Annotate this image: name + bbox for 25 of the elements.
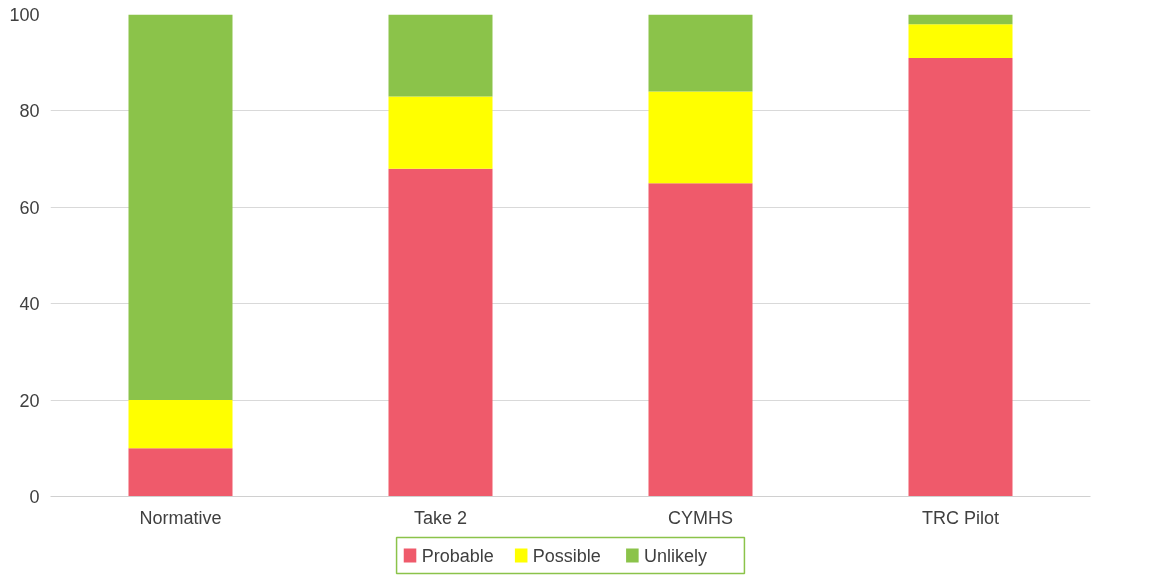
y-tick-label: 100 bbox=[9, 5, 40, 25]
bar bbox=[388, 14, 493, 97]
x-tick-label: TRC Pilot bbox=[922, 507, 1000, 528]
bar bbox=[388, 168, 493, 497]
legend-label: Probable bbox=[421, 545, 494, 566]
x-tick-label: Take 2 bbox=[413, 507, 468, 528]
bar bbox=[648, 183, 753, 497]
y-tick-label: 0 bbox=[29, 487, 40, 507]
bar bbox=[908, 57, 1013, 497]
y-tick-label: 40 bbox=[19, 294, 40, 315]
bar bbox=[648, 91, 753, 184]
bar bbox=[908, 24, 1013, 58]
bar bbox=[388, 96, 493, 169]
legend-label: Unlikely bbox=[644, 545, 708, 566]
bar bbox=[908, 14, 1013, 25]
legend-label: Possible bbox=[532, 545, 601, 566]
bar bbox=[128, 448, 233, 497]
y-tick-label: 20 bbox=[19, 390, 40, 411]
bar bbox=[648, 14, 753, 92]
y-tick-label: 80 bbox=[19, 101, 40, 122]
x-tick-label: Normative bbox=[139, 507, 222, 528]
x-tick-label: CYMHS bbox=[668, 507, 734, 528]
y-tick-label: 60 bbox=[19, 197, 40, 218]
bar bbox=[128, 400, 233, 449]
bar bbox=[128, 14, 233, 401]
